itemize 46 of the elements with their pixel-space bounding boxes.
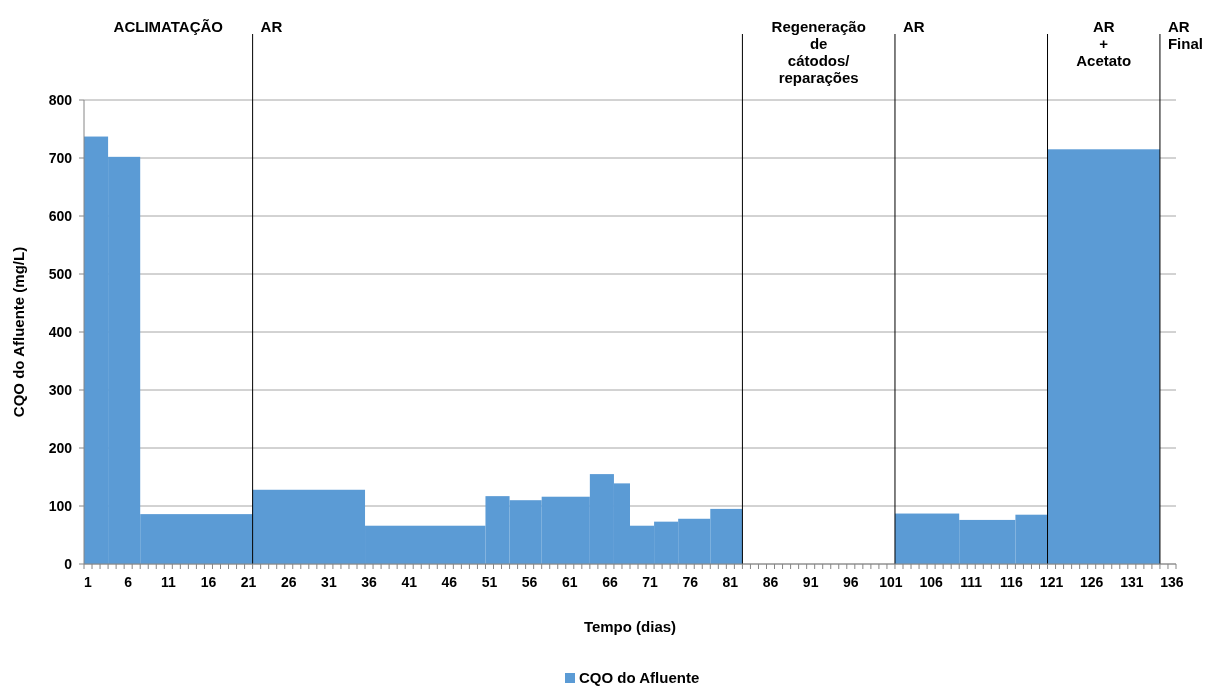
x-tick-label: 116 — [1000, 574, 1023, 590]
y-tick-label: 800 — [48, 91, 73, 108]
y-tick-label: 400 — [48, 323, 73, 340]
ref-line-label: AR — [902, 18, 925, 35]
x-tick-label: 106 — [919, 574, 943, 590]
x-tick-label: 56 — [521, 574, 538, 590]
x-tick-label: 126 — [1080, 574, 1104, 590]
x-tick-label: 86 — [762, 574, 779, 590]
x-tick-label: 51 — [481, 574, 498, 590]
y-tick-label: 100 — [48, 497, 73, 514]
x-tick-label: 41 — [401, 574, 418, 590]
ref-line-label: AR + Acetato — [1076, 18, 1132, 69]
x-tick-label: 61 — [561, 574, 578, 590]
x-tick-label: 121 — [1039, 574, 1064, 590]
y-tick-label: 200 — [48, 439, 73, 456]
x-tick-label: 31 — [321, 574, 337, 590]
x-tick-label: 26 — [280, 574, 297, 590]
x-tick-label: 131 — [1120, 574, 1144, 590]
x-tick-label: 6 — [124, 574, 133, 590]
x-tick-label: 96 — [843, 574, 859, 590]
ref-line-label: AR — [260, 18, 283, 35]
text: ACLIMATAÇÃO — [113, 18, 224, 35]
x-tick-label: 136 — [1160, 574, 1184, 590]
y-tick-label: 500 — [48, 265, 73, 282]
x-axis-title: Tempo (dias) — [583, 618, 677, 635]
ref-line-label: AR Final — [1167, 18, 1203, 52]
y-axis-title: CQO do Afluente (mg/L) — [10, 246, 27, 418]
legend-label: CQO do Afluente — [579, 669, 700, 687]
x-tick-label: 36 — [361, 574, 378, 590]
y-tick-label: 300 — [48, 381, 73, 398]
x-tick-label: 1 — [84, 574, 93, 590]
y-tick-label: 600 — [48, 207, 73, 224]
x-tick-label: 46 — [441, 574, 458, 590]
x-tick-label: 21 — [240, 574, 257, 590]
y-tick-label: 700 — [48, 149, 73, 166]
x-tick-label: 81 — [722, 574, 739, 590]
x-tick-label: 11 — [160, 574, 176, 590]
x-tick-label: 111 — [960, 574, 983, 590]
x-tick-label: 71 — [642, 574, 659, 590]
y-tick-label: 0 — [64, 555, 73, 572]
x-tick-label: 66 — [602, 574, 618, 590]
x-tick-label: 101 — [879, 574, 903, 590]
x-tick-label: 76 — [682, 574, 699, 590]
ref-line-label: Regeneração de cátodos/ reparações — [771, 18, 866, 86]
x-tick-label: 16 — [200, 574, 217, 590]
x-tick-label: 91 — [802, 574, 819, 590]
